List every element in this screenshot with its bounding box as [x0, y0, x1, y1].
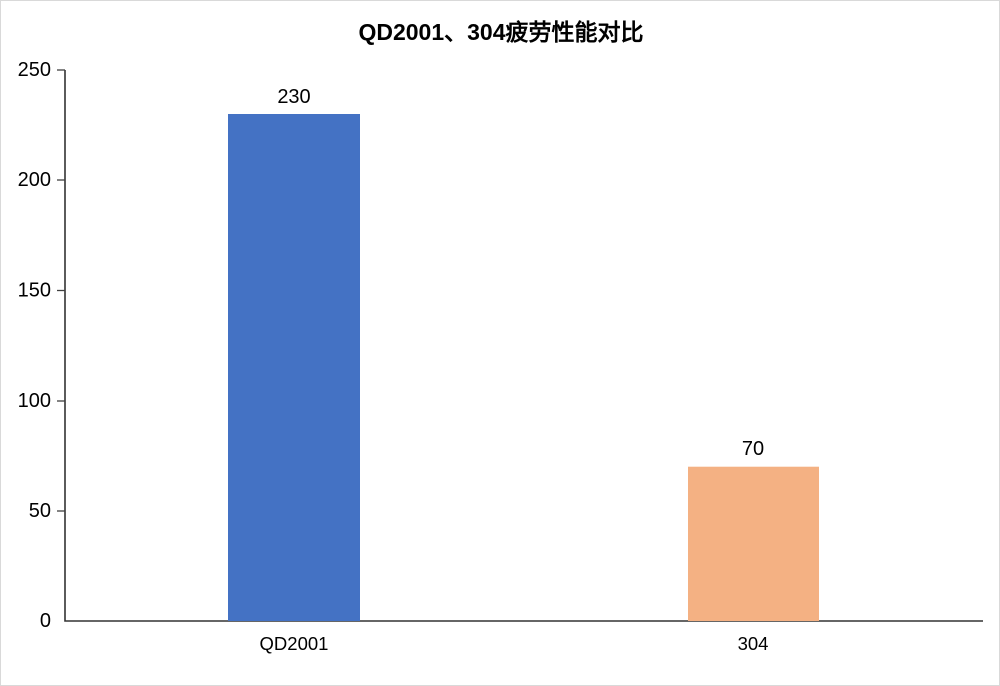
svg-text:QD2001: QD2001 — [260, 633, 329, 654]
svg-text:0: 0 — [40, 610, 51, 632]
svg-text:200: 200 — [18, 169, 51, 191]
svg-text:50: 50 — [29, 500, 51, 522]
svg-text:100: 100 — [18, 390, 51, 412]
svg-text:70: 70 — [742, 438, 764, 460]
svg-text:230: 230 — [277, 86, 310, 108]
svg-text:304: 304 — [738, 633, 769, 654]
svg-text:250: 250 — [18, 59, 51, 81]
svg-text:150: 150 — [18, 280, 51, 302]
